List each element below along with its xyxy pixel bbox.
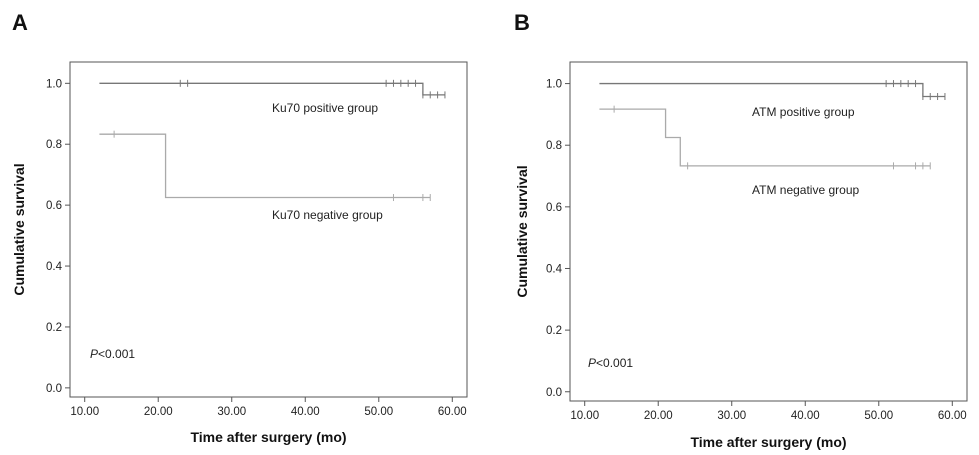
panel-b-x-tick-label: 40.00 [791, 410, 820, 422]
panel-b-negative-survival-curve [599, 108, 931, 167]
panel-a-y-tick-label: 0.6 [46, 200, 62, 212]
panel-a-y-tick-label: 0.2 [46, 322, 62, 334]
panel-b-y-tick-label: 0.2 [546, 325, 562, 337]
panel-a-positive-group-label: Ku70 positive group [272, 101, 378, 115]
panel-a-y-tick-label: 0.4 [46, 261, 63, 273]
panel-a: A 10.00 20.00 30.00 40.00 50.00 60.00 0.00.20… [11, 10, 468, 445]
panel-a-x-axis: 10.00 20.00 30.00 40.00 50.00 60.00 [70, 397, 467, 418]
panel-a-y-tick-label: 0.8 [46, 139, 62, 151]
panel-a-plot-frame [69, 61, 468, 398]
panel-b-negative-group-label: ATM negative group [752, 183, 859, 197]
panel-b-positive-group-label: ATM positive group [752, 105, 855, 119]
panel-b-letter: B [514, 10, 530, 35]
panel-a-p-value: P<0.001 [90, 347, 135, 361]
panel-a-p-value-text: <0.001 [98, 347, 135, 361]
panel-b-x-tick-label: 60.00 [938, 410, 967, 422]
panel-b-x-axis-title: Time after surgery (mo) [690, 434, 846, 450]
panel-a-y-axis-title: Cumulative survival [11, 163, 27, 295]
panel-b-x-tick-label: 20.00 [644, 410, 673, 422]
panel-a-negative-survival-curve [99, 133, 431, 199]
panel-a-positive-survival-curve [99, 82, 445, 96]
panel-b-positive-survival-curve [599, 82, 945, 98]
panel-b-curves [599, 80, 946, 170]
panel-a-x-tick-label: 60.00 [438, 406, 467, 418]
panel-a-x-tick-label: 10.00 [70, 406, 99, 418]
panel-a-x-tick-label: 40.00 [291, 406, 320, 418]
panel-b-y-tick-label: 1.0 [546, 79, 562, 91]
panel-b-y-axis: 0.0 0.2 0.4 0.6 0.8 1.0 [546, 79, 570, 399]
panel-a-x-axis-title: Time after surgery (mo) [190, 429, 346, 445]
panel-b-x-tick-label: 50.00 [864, 410, 893, 422]
panel-b-x-tick-label: 30.00 [717, 410, 746, 422]
panel-a-y-tick-label: 1.0 [46, 78, 62, 90]
panel-a-y-axis: 0.0 0.2 0.4 0.6 0.8 1.0 [46, 78, 70, 395]
panel-a-p-value-symbol: P [90, 347, 98, 361]
panel-a-y-tick-label: 0.0 [46, 383, 62, 395]
panel-b-p-value: P<0.001 [588, 356, 633, 370]
panel-b-y-tick-label: 0.8 [546, 140, 562, 152]
panel-a-letter: A [12, 10, 28, 35]
panel-b-p-value-text: <0.001 [596, 356, 633, 370]
panel-a-negative-group-label: Ku70 negative group [272, 208, 383, 222]
panel-b-y-tick-label: 0.6 [546, 202, 562, 214]
panel-b-y-tick-label: 0.4 [546, 263, 563, 275]
panel-a-x-tick-label: 30.00 [217, 406, 246, 418]
panel-a-x-tick-label: 20.00 [144, 406, 173, 418]
panel-b-x-axis: 10.00 20.00 30.00 40.00 50.00 60.00 [570, 401, 967, 422]
panel-b-x-tick-label: 10.00 [570, 410, 599, 422]
panel-a-x-tick-label: 50.00 [364, 406, 393, 418]
panel-b-y-tick-label: 0.0 [546, 387, 562, 399]
panel-b-plot-frame [569, 61, 968, 402]
panel-a-curves [99, 79, 446, 202]
panel-b-p-value-symbol: P [588, 356, 596, 370]
panel-b-y-axis-title: Cumulative survival [514, 165, 530, 297]
panel-b: B 10.00 20.00 30.00 40.00 50.00 60.00 0.00.20… [514, 10, 968, 450]
